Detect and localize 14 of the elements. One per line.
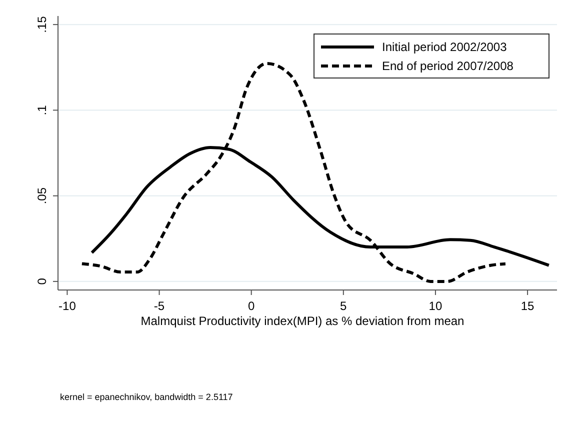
legend-label: Initial period 2002/2003 <box>382 40 508 54</box>
x-tick-label: 0 <box>248 299 255 313</box>
y-tick-label: 0 <box>35 278 49 285</box>
x-tick-label: 5 <box>340 299 348 313</box>
y-tick-label: .15 <box>35 16 49 33</box>
legend-label: End of period 2007/2008 <box>382 59 514 73</box>
x-tick-label: 10 <box>428 299 442 313</box>
x-tick-label: 15 <box>520 299 535 313</box>
x-axis-title: Malmquist Productivity index(MPI) as % deviation from mean <box>140 314 464 328</box>
text: kernel = epanechnikov, bandwidth = 2.5117 <box>60 392 233 402</box>
x-tick-label: -10 <box>58 299 76 313</box>
y-tick-label: .1 <box>35 104 49 116</box>
y-tick-label: .05 <box>35 187 49 204</box>
x-tick-label: -5 <box>154 299 165 313</box>
